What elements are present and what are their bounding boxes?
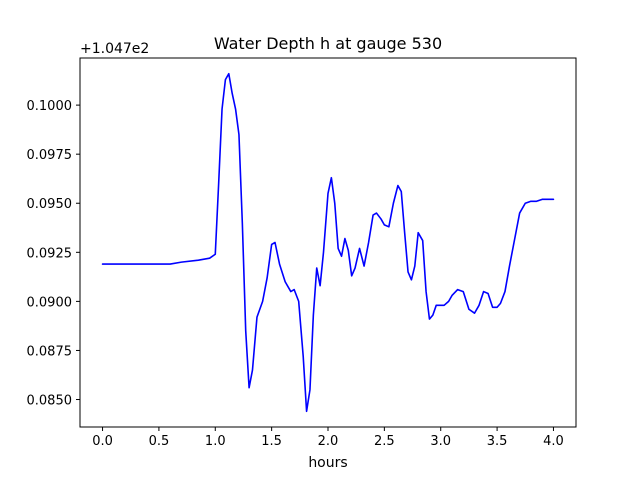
y-tick-label: 0.0950 [27, 197, 73, 212]
y-tick-label: 0.0975 [27, 148, 73, 163]
axis-ticks: 0.0 0.5 1.0 1.5 2.0 2.5 3.0 3.5 4.0 0.0850 0.0875 0… [27, 99, 564, 449]
plot-frame [79, 57, 577, 428]
x-tick-label: 1.0 [205, 434, 226, 449]
x-tick-label: 3.0 [430, 434, 451, 449]
x-tick-label: 4.0 [543, 434, 564, 449]
plot-area [80, 58, 576, 427]
x-tick-label: 2.5 [374, 434, 395, 449]
y-tick-label: 0.1000 [27, 99, 73, 114]
x-tick-label: 1.5 [261, 434, 282, 449]
x-axis-label: hours [308, 455, 347, 471]
y-offset-label: +1.047e2 [80, 41, 149, 57]
x-tick-label: 0.0 [92, 434, 113, 449]
x-tick-label: 3.5 [487, 434, 508, 449]
y-tick-label: 0.0850 [27, 394, 73, 409]
x-tick-label: 2.0 [318, 434, 339, 449]
series-layer [101, 72, 555, 413]
series-line-0 [101, 72, 555, 413]
x-tick-label: 0.5 [149, 434, 170, 449]
chart-title: Water Depth h at gauge 530 [214, 34, 442, 53]
y-tick-label: 0.0925 [27, 246, 73, 261]
y-tick-label: 0.0900 [27, 295, 73, 310]
y-tick-label: 0.0875 [27, 344, 73, 359]
